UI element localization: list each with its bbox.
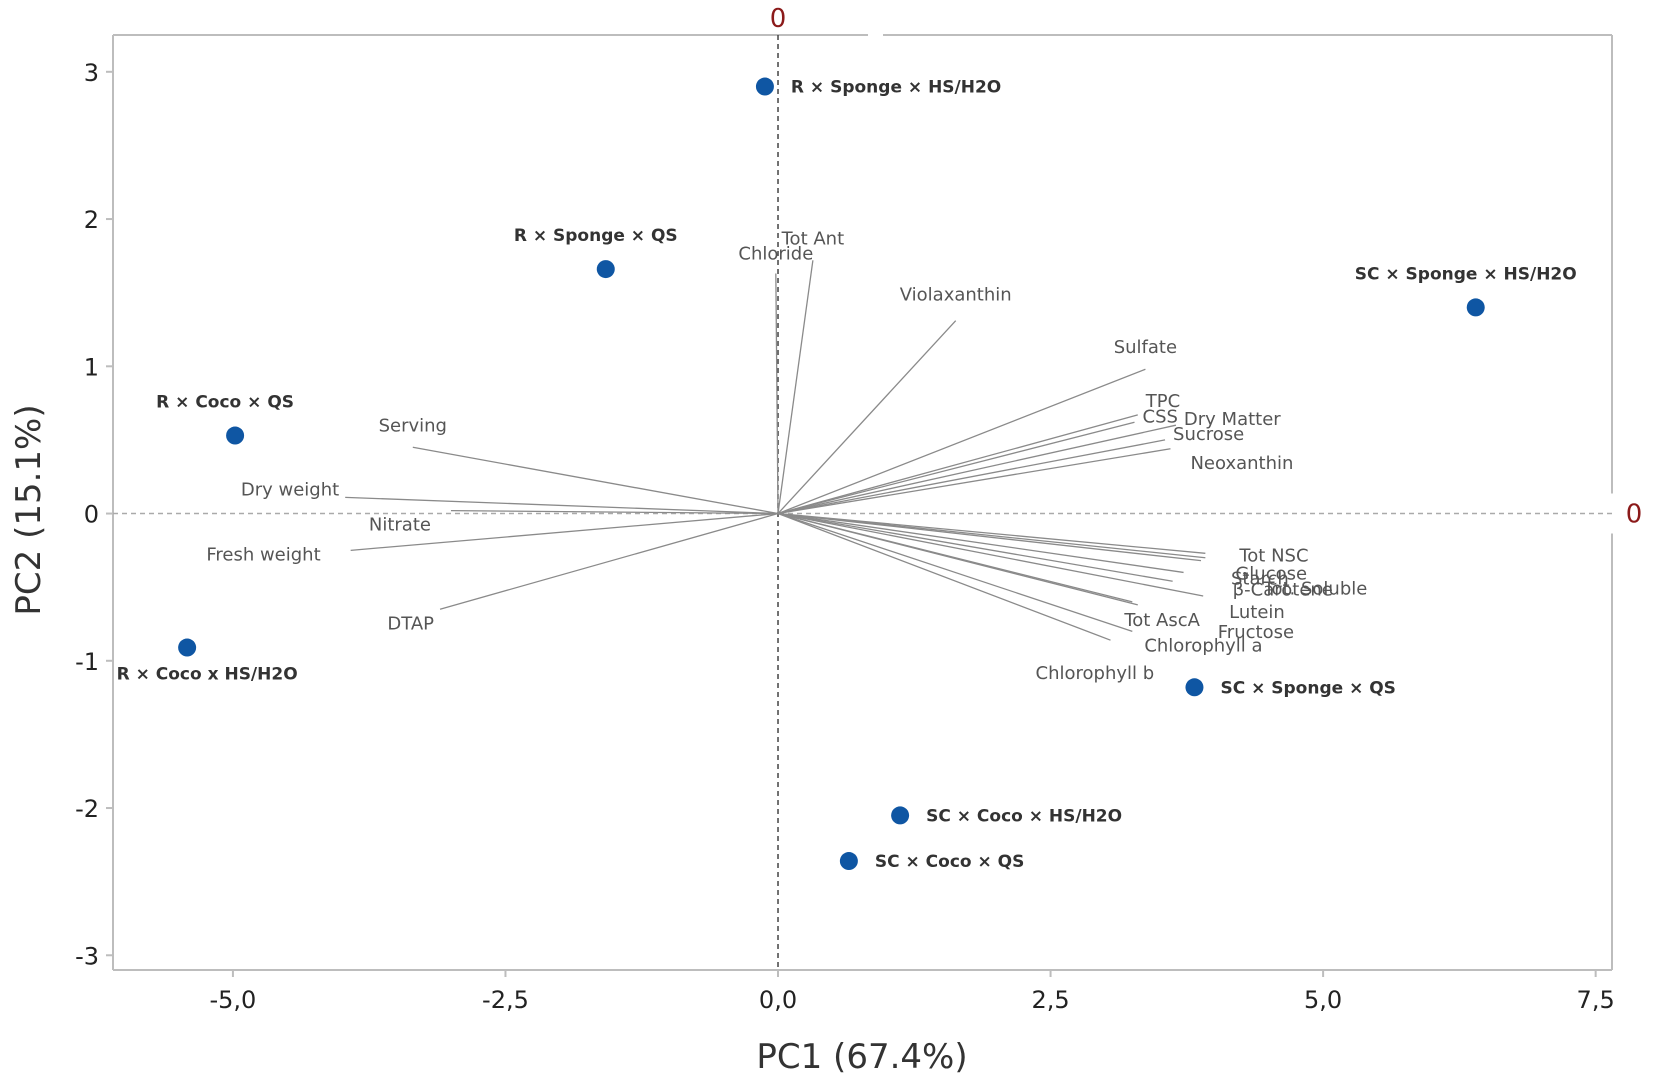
score-point [755,77,774,96]
loading-vector [777,512,1111,641]
score-point-label: R × Coco × QS [156,393,294,413]
loading-vector [350,512,779,552]
loading-vector [777,512,1184,574]
loading-vector [777,512,1206,554]
score-point-label: SC × Sponge × HS/H2O [1355,264,1577,284]
loading-vector-label: Starch [1231,569,1289,590]
loading-vector-label: Lutein [1229,602,1285,623]
loading-vector-label: Glucose [1235,564,1307,585]
score-point-label: SC × Coco × QS [875,852,1025,872]
loading-vector-label: Tot Ant [781,228,845,249]
loading-vector-label: TPC [1145,391,1180,412]
loading-vector-label: Serving [379,415,447,436]
loading-vector-label: Chlorophyll b [1036,663,1155,684]
loading-vector-label: Tot AscA [1123,610,1200,631]
score-point-label: R × Sponge × HS/H2O [791,78,1001,98]
loading-vector [439,512,779,610]
score-point-label: SC × Coco × HS/H2O [926,806,1122,826]
loading-vector-label: Sulfate [1114,337,1177,358]
y-zero-reference-label: 0 [1626,500,1643,530]
loading-vector [412,446,779,515]
loading-vector [775,273,779,514]
loading-vector [450,509,779,515]
score-points: R × Sponge × HS/H2O R × Sponge × QS SC × S… [117,77,1577,872]
x-tick-label: 0,0 [759,986,797,1014]
loading-vector-label: Chloride [738,244,813,265]
plot-frame [112,34,1613,971]
loading-vector [777,320,957,514]
reference-lines: 00 [113,4,1642,970]
score-point [596,260,615,279]
y-tick-label: 1 [84,353,99,381]
x-tick-label: -5,0 [210,986,257,1014]
loading-vector-label: Chlorophyll a [1144,635,1262,656]
loading-vector-label: Fructose [1218,622,1294,643]
y-tick-label: 3 [84,59,99,87]
y-tick-label: -2 [75,795,99,823]
score-point-label: R × Sponge × QS [514,226,678,246]
loading-vector [777,512,1133,603]
score-point [178,638,197,657]
loading-vector-label: Tot NSC [1238,545,1308,566]
loading-vector-label: Fresh weight [206,544,320,565]
x-tick-label: 5,0 [1304,986,1342,1014]
loading-vector [777,439,1166,515]
loading-vector [777,512,1173,582]
loading-vector-label: Violaxanthin [900,285,1012,306]
x-axis-title: PC1 (67.4%) [756,1037,967,1077]
x-tick-label: 2,5 [1031,986,1069,1014]
score-point [226,426,245,445]
loading-vector-label: Nitrate [369,515,431,536]
score-point [839,852,858,871]
score-point [891,806,910,825]
axis-ticks: -5,0 -2,5 0,0 2,5 5,0 7,5 -3 -2 -1 0 1 2 3 [75,59,1615,1014]
loading-vector-label: Tot. Soluble [1263,578,1368,599]
x-tick-label: -2,5 [482,986,529,1014]
score-point [1466,298,1485,317]
loading-vector [345,496,779,515]
y-tick-label: -3 [75,942,99,970]
loading-vector [777,512,1133,632]
loading-vector [777,512,1204,597]
loading-vector [777,414,1138,515]
loading-vector [777,448,1171,515]
score-point-label: SC × Sponge × QS [1220,678,1395,698]
x-tick-label: 7,5 [1577,986,1615,1014]
y-tick-label: 0 [84,501,99,529]
loading-vector-label: Dry Matter [1184,409,1281,430]
y-tick-label: 2 [84,206,99,234]
y-axis-title: PC2 (15.1%) [9,404,49,615]
score-point-label: R × Coco x HS/H2O [117,665,298,685]
loading-vector [777,512,1202,562]
loading-vector-label: Sucrose [1173,424,1244,445]
score-point [1185,678,1204,697]
loading-vector [777,368,1146,515]
loading-vector-label: DTAP [387,613,434,634]
loading-vector [777,424,1177,515]
y-tick-label: -1 [75,648,99,676]
loading-vector-label: CSS [1143,406,1178,427]
loading-vector [777,260,814,514]
loading-vector-label: β-Carotene [1233,579,1333,600]
x-zero-reference-label: 0 [770,4,787,34]
loading-vector [777,421,1135,515]
loading-vector-label: Dry weight [241,479,339,500]
loading-vector-label: Neoxanthin [1190,453,1293,474]
